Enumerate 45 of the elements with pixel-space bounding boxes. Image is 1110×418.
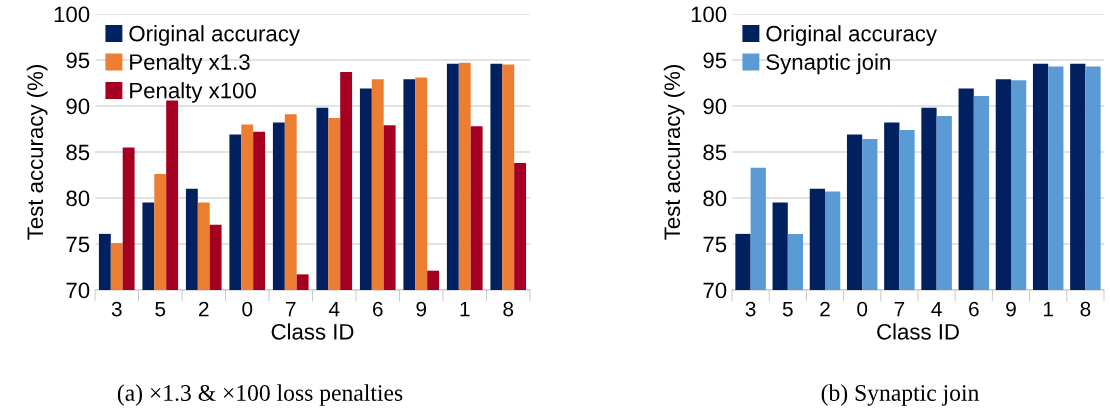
y-tick-label: 80 — [703, 190, 727, 207]
y-tick-label: 80 — [66, 190, 90, 207]
x-tick-label: 3 — [111, 301, 122, 317]
y-axis-title: Test accuracy (%) — [663, 65, 685, 240]
x-tick-label: 9 — [416, 301, 427, 317]
y-tick-label: 70 — [66, 282, 90, 299]
y-tick-label: 90 — [66, 98, 90, 115]
legend-label: Original accuracy — [129, 25, 300, 46]
x-tick-label: 2 — [199, 301, 209, 317]
x-tick-label: 4 — [328, 301, 340, 317]
legend-label: Synaptic join — [766, 53, 890, 75]
x-tick-label: 5 — [155, 301, 166, 317]
x-tick-label: 9 — [1006, 301, 1016, 317]
x-tick-label: 5 — [782, 301, 793, 317]
y-tick-label: 90 — [703, 98, 727, 115]
x-tick-label: 1 — [1044, 301, 1053, 317]
x-axis-title: Class ID — [877, 323, 959, 340]
x-tick-label: 8 — [503, 301, 514, 317]
x-tick-label: 2 — [820, 301, 830, 317]
x-tick-label: 6 — [373, 301, 383, 317]
text: (a) ×1.3 & ×100 loss penalties — [117, 384, 403, 406]
y-tick-label: 100 — [691, 6, 727, 23]
legend-label: Penalty x100 — [130, 82, 256, 103]
x-tick-label: 4 — [931, 301, 942, 317]
x-tick-label: 6 — [969, 301, 979, 317]
y-tick-label: 95 — [703, 52, 727, 69]
y-tick-label: 85 — [703, 144, 727, 161]
x-tick-label: 1 — [460, 301, 470, 317]
y-tick-label: 95 — [66, 52, 90, 69]
x-tick-label: 3 — [745, 301, 756, 317]
y-axis-title: Test accuracy (%) — [26, 65, 48, 240]
legend-label: Penalty x1.3 — [130, 53, 250, 75]
y-tick-label: 70 — [703, 282, 727, 299]
legend-label: Original accuracy — [766, 25, 937, 46]
text: (b) Synaptic join — [821, 384, 979, 406]
x-axis-title: Class ID — [271, 323, 354, 340]
y-tick-label: 85 — [66, 144, 90, 161]
y-tick-label: 75 — [66, 236, 90, 253]
y-tick-label: 100 — [54, 6, 90, 23]
x-tick-label: 7 — [286, 301, 296, 317]
x-tick-label: 8 — [1080, 301, 1091, 317]
x-tick-label: 0 — [242, 301, 253, 317]
y-tick-label: 75 — [703, 236, 727, 253]
x-tick-label: 7 — [894, 301, 905, 317]
x-tick-label: 0 — [857, 301, 868, 317]
